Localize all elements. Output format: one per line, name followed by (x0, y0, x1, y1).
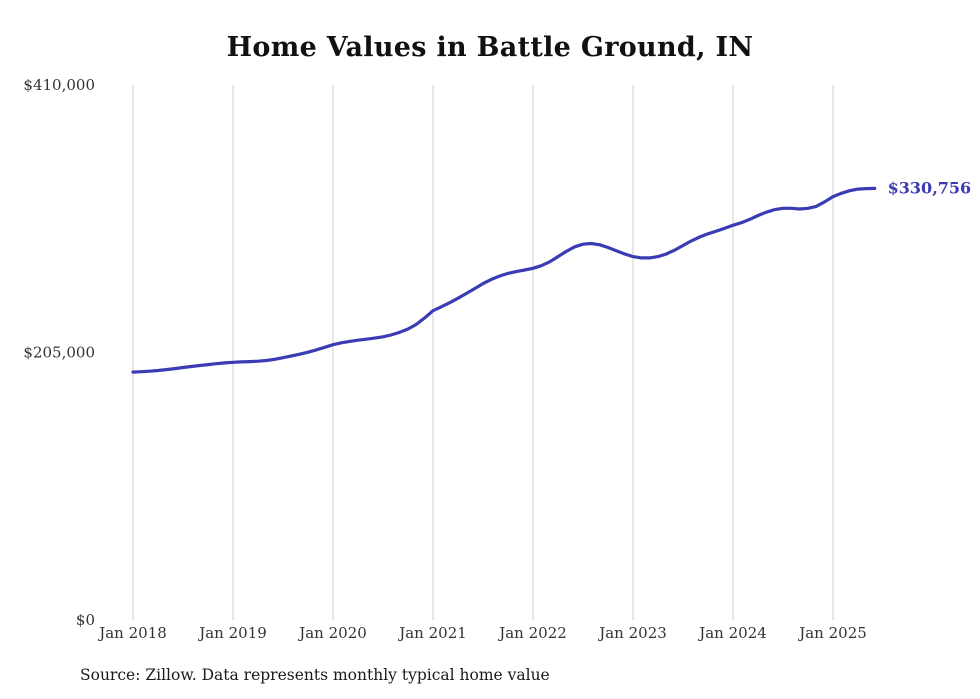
x-tick-label: Jan 2019 (197, 624, 267, 642)
x-tick-label: Jan 2024 (697, 624, 767, 642)
source-note: Source: Zillow. Data represents monthly … (80, 666, 550, 684)
value-line (131, 186, 877, 374)
x-tick-label: Jan 2023 (597, 624, 667, 642)
x-tick-label: Jan 2020 (297, 624, 367, 642)
y-tick-label: $0 (76, 611, 95, 629)
x-tick-label: Jan 2025 (797, 624, 867, 642)
x-tick-label: Jan 2022 (497, 624, 567, 642)
end-value-label: $330,756 (888, 178, 972, 197)
x-tick-label: Jan 2021 (397, 624, 467, 642)
x-tick-label: Jan 2018 (97, 624, 167, 642)
chart-title: Home Values in Battle Ground, IN (226, 32, 754, 63)
y-tick-label: $205,000 (23, 344, 95, 362)
y-tick-label: $410,000 (23, 76, 95, 94)
